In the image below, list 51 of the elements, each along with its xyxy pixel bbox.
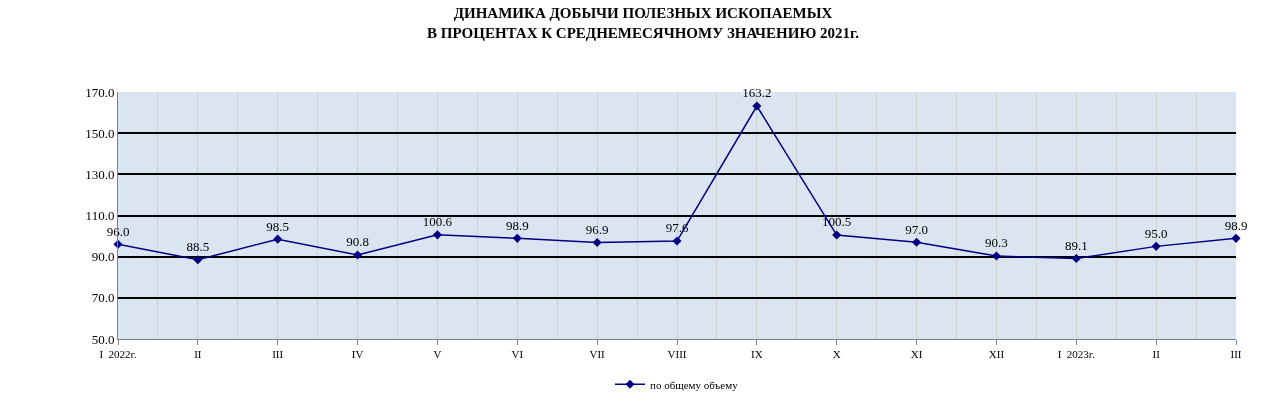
point bbox=[991, 251, 1001, 261]
data-label: 100.6 bbox=[422, 214, 453, 230]
x-tick-label: III bbox=[1230, 348, 1242, 361]
x-tick-label: VIII bbox=[667, 348, 687, 361]
point bbox=[1071, 253, 1081, 264]
data-label: 97.0 bbox=[905, 221, 928, 237]
x-tick-label: VII bbox=[589, 348, 606, 361]
point bbox=[1151, 241, 1161, 251]
x-tick-label: X bbox=[832, 348, 841, 361]
x-tick-label: II bbox=[194, 348, 202, 361]
x-tick-label: V bbox=[433, 348, 442, 361]
data-label: 98.9 bbox=[505, 217, 529, 233]
data-label: 98.9 bbox=[1224, 217, 1248, 233]
data-label: 98.5 bbox=[266, 218, 290, 234]
point bbox=[273, 234, 283, 244]
y-tick-label: 110.0 bbox=[85, 208, 115, 224]
point bbox=[672, 236, 682, 246]
point bbox=[512, 233, 522, 243]
point bbox=[353, 250, 363, 260]
y-tick-label: 130.0 bbox=[85, 166, 115, 182]
y-tick-label: 150.0 bbox=[85, 125, 115, 141]
x-tick-label: XI bbox=[910, 348, 923, 361]
point bbox=[832, 230, 842, 240]
x-tick-label: VI bbox=[511, 348, 524, 361]
x-tick-label: II bbox=[1152, 348, 1161, 361]
data-label: 88.5 bbox=[186, 239, 210, 255]
y-tick-label: 70.0 bbox=[91, 290, 115, 306]
data-label: 89.1 bbox=[1064, 237, 1088, 253]
data-label: 163.2 bbox=[742, 85, 772, 101]
data-label: 90.3 bbox=[985, 235, 1008, 251]
point bbox=[912, 237, 922, 247]
x-tick-label: I 2022г. bbox=[99, 348, 137, 361]
y-tick-label: 90.0 bbox=[91, 249, 115, 265]
x-tick-label: IV bbox=[351, 348, 364, 361]
data-label: 96.9 bbox=[585, 221, 609, 237]
chart-title: ДИНАМИКА ДОБЫЧИ ПОЛЕЗНЫХ ИСКОПАЕМЫХ В ПРОЦЕНТАХ К СРЕДНЕМЕСЯЧНОМУ ЗНАЧЕНИЮ 2021г. bbox=[427, 5, 860, 41]
data-label: 95.0 bbox=[1144, 225, 1168, 241]
x-tick-label: XII bbox=[988, 348, 1005, 361]
point bbox=[432, 230, 442, 240]
x-tick-label: IX bbox=[751, 348, 763, 361]
point bbox=[592, 237, 602, 248]
x-tick-label: I 2023г. bbox=[1057, 348, 1096, 361]
y-tick-label: 170.0 bbox=[85, 84, 115, 100]
legend-label: по общему объему bbox=[650, 378, 739, 391]
point bbox=[752, 101, 762, 111]
data-label: 90.8 bbox=[346, 234, 369, 250]
point bbox=[193, 255, 203, 265]
y-tick-label: 50.0 bbox=[91, 331, 115, 347]
data-label: 96.0 bbox=[106, 223, 130, 239]
point bbox=[1231, 233, 1241, 243]
x-tick-label: III bbox=[272, 348, 284, 361]
